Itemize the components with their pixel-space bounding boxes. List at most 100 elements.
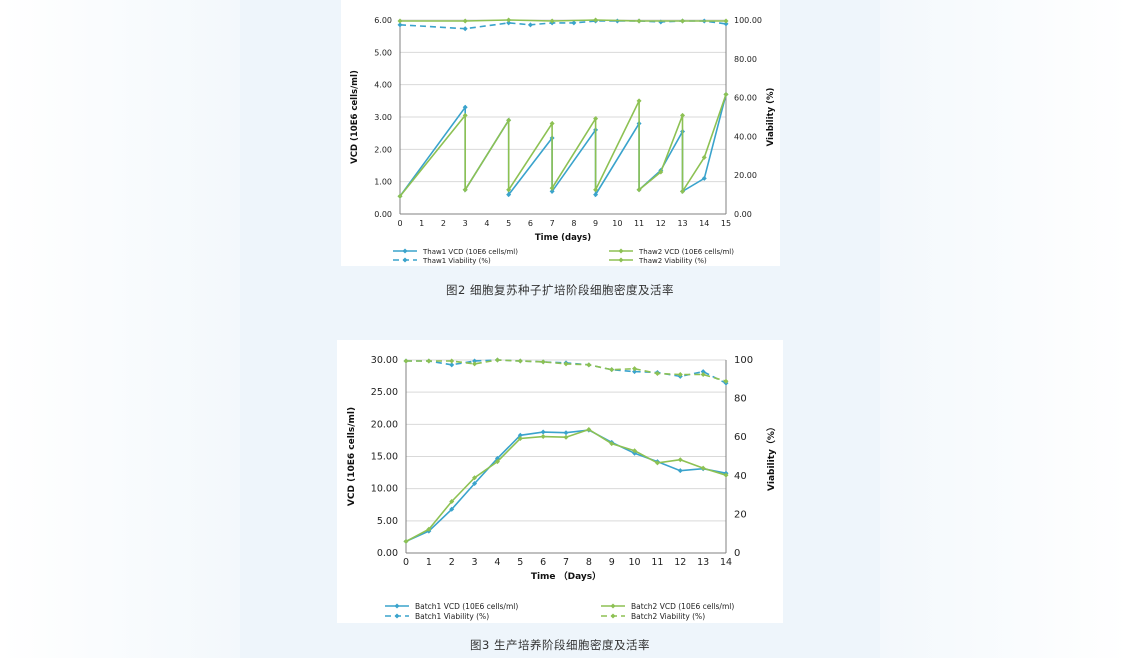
legend-marker xyxy=(610,603,616,609)
x-tick-label: 12 xyxy=(656,219,666,228)
data-point-marker xyxy=(517,435,523,441)
y2-tick-label: 0.00 xyxy=(734,210,752,219)
data-point-marker xyxy=(449,499,455,505)
data-point-marker xyxy=(494,455,500,461)
data-point-marker xyxy=(494,459,500,465)
x-tick-label: 8 xyxy=(571,219,576,228)
data-point-marker xyxy=(397,22,403,28)
y-axis-label: VCD (10E6 cells/ml) xyxy=(350,70,360,164)
data-point-marker xyxy=(506,17,512,23)
x-tick-label: 5 xyxy=(506,219,511,228)
y-tick-label: 1.00 xyxy=(374,178,392,187)
data-point-marker xyxy=(586,362,592,368)
data-point-marker xyxy=(506,117,512,123)
data-point-marker xyxy=(449,362,455,368)
data-point-marker xyxy=(723,91,729,97)
data-point-marker xyxy=(462,187,468,193)
y2-tick-label: 40 xyxy=(734,471,747,482)
legend-label: Batch2 Viability (%) xyxy=(631,612,705,621)
data-point-marker xyxy=(680,18,686,24)
data-point-marker xyxy=(593,17,599,23)
data-point-marker xyxy=(700,369,706,375)
data-point-marker xyxy=(609,367,615,373)
data-point-marker xyxy=(472,481,478,487)
data-point-marker xyxy=(632,366,638,372)
data-point-marker xyxy=(506,187,512,193)
y-tick-label: 3.00 xyxy=(374,113,392,122)
data-point-marker xyxy=(462,112,468,118)
x-tick-label: 14 xyxy=(720,557,732,568)
data-point-marker xyxy=(517,358,523,364)
data-point-marker xyxy=(403,538,409,544)
x-tick-label: 15 xyxy=(721,219,731,228)
y-tick-label: 5.00 xyxy=(377,516,398,527)
page-background-left xyxy=(0,0,240,658)
data-point-marker xyxy=(472,361,478,367)
y2-tick-label: 40.00 xyxy=(734,132,757,141)
data-point-marker xyxy=(609,441,615,447)
x-tick-label: 1 xyxy=(426,557,432,568)
figure-2-caption: 图2 细胞复苏种子扩培阶段细胞密度及活率 xyxy=(446,283,674,297)
y2-tick-label: 80.00 xyxy=(734,55,757,64)
series-line-3 xyxy=(400,19,726,22)
x-tick-label: 2 xyxy=(449,557,455,568)
data-point-marker xyxy=(700,465,706,471)
data-point-marker xyxy=(636,187,642,193)
x-tick-label: 9 xyxy=(609,557,615,568)
data-point-marker xyxy=(586,426,592,432)
y-tick-label: 5.00 xyxy=(374,48,392,57)
data-point-marker xyxy=(540,434,546,440)
y2-tick-label: 100.00 xyxy=(734,16,762,25)
y-tick-label: 25.00 xyxy=(371,387,398,398)
x-tick-label: 8 xyxy=(586,557,592,568)
data-point-marker xyxy=(593,192,599,198)
x-tick-label: 4 xyxy=(484,219,489,228)
legend-label: Thaw1 VCD (10E6 cells/ml) xyxy=(422,248,518,256)
y-tick-label: 15.00 xyxy=(371,452,398,463)
data-point-marker xyxy=(549,120,555,126)
legend-marker xyxy=(402,257,408,263)
x-tick-label: 7 xyxy=(550,219,555,228)
data-point-marker xyxy=(677,371,683,377)
data-point-marker xyxy=(397,193,403,199)
data-point-marker xyxy=(563,430,569,436)
x-tick-label: 2 xyxy=(441,219,446,228)
y2-tick-label: 60 xyxy=(734,432,747,443)
x-tick-label: 0 xyxy=(397,219,402,228)
data-point-marker xyxy=(449,358,455,364)
data-point-marker xyxy=(563,361,569,367)
legend-marker xyxy=(618,257,624,263)
y2-tick-label: 20 xyxy=(734,509,747,520)
y-tick-label: 4.00 xyxy=(374,81,392,90)
legend-label: Thaw2 Viability (%) xyxy=(638,257,707,265)
data-point-marker xyxy=(700,371,706,377)
x-tick-label: 11 xyxy=(651,557,663,568)
figure-3-chart: 0.005.0010.0015.0020.0025.0030.000204060… xyxy=(347,355,777,621)
data-point-marker xyxy=(654,371,660,377)
data-point-marker xyxy=(723,18,729,24)
x-tick-label: 0 xyxy=(403,557,409,568)
x-tick-label: 4 xyxy=(494,557,500,568)
data-point-marker xyxy=(426,526,432,532)
series-line-0 xyxy=(399,94,727,198)
data-point-marker xyxy=(677,457,683,463)
y-tick-label: 0.00 xyxy=(377,548,398,559)
page-background-right xyxy=(880,0,1129,658)
data-point-marker xyxy=(549,185,555,191)
data-point-marker xyxy=(593,116,599,122)
data-point-marker xyxy=(540,359,546,365)
x-tick-label: 10 xyxy=(612,219,622,228)
data-point-marker xyxy=(549,18,555,24)
data-point-marker xyxy=(680,188,686,194)
data-point-marker xyxy=(494,357,500,363)
x-tick-label: 3 xyxy=(472,557,478,568)
data-point-marker xyxy=(462,18,468,24)
data-point-marker xyxy=(632,448,638,454)
data-point-marker xyxy=(701,154,707,160)
data-point-marker xyxy=(636,18,642,24)
data-point-marker xyxy=(472,475,478,481)
y-tick-label: 0.00 xyxy=(374,210,392,219)
data-point-marker xyxy=(701,175,707,181)
y2-tick-label: 0 xyxy=(734,548,740,559)
data-point-marker xyxy=(563,434,569,440)
